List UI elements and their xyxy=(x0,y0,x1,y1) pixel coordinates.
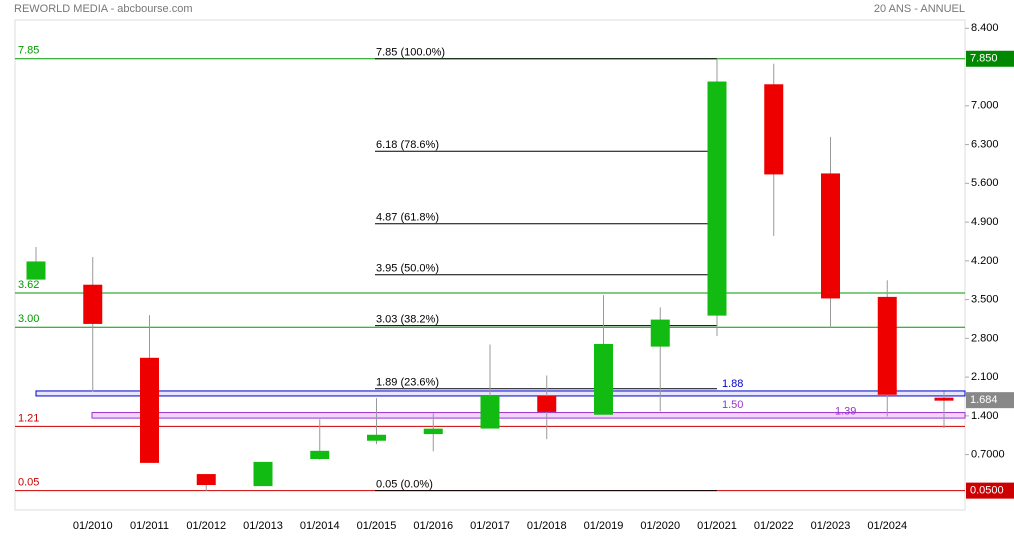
x-tick-label: 01/2010 xyxy=(73,520,113,532)
x-tick-label: 01/2015 xyxy=(357,520,397,532)
zone xyxy=(35,390,966,397)
y-tick-label: 1.400 xyxy=(971,410,999,422)
y-tick-label: 8.400 xyxy=(971,22,999,34)
fib-label: 6.18 (78.6%) xyxy=(376,139,439,151)
price-tag xyxy=(966,392,1014,409)
x-tick-label: 01/2021 xyxy=(697,520,737,532)
candle-body xyxy=(196,474,216,486)
candle-body xyxy=(83,284,103,324)
zone-label: 1.39 xyxy=(835,405,856,417)
fib-label: 4.87 (61.8%) xyxy=(376,212,439,224)
x-tick-label: 01/2024 xyxy=(867,520,907,532)
candle-body xyxy=(877,296,897,395)
candle-body xyxy=(537,395,557,412)
chart-subtitle: 20 ANS - ANNUEL xyxy=(874,3,965,15)
fib-label: 3.03 (38.2%) xyxy=(376,314,439,326)
x-tick-label: 01/2017 xyxy=(470,520,510,532)
level-label: 3.00 xyxy=(18,313,39,325)
x-tick-label: 01/2014 xyxy=(300,520,340,532)
price-tag-label: 0.0500 xyxy=(970,485,1004,497)
candle-body xyxy=(26,261,46,280)
candle-body xyxy=(764,84,784,175)
x-tick-label: 01/2020 xyxy=(640,520,680,532)
y-tick-label: 7.000 xyxy=(971,100,999,112)
y-tick-label: 4.200 xyxy=(971,255,999,267)
y-tick-label: 0.7000 xyxy=(971,449,1005,461)
fib-label: 0.05 (0.0%) xyxy=(376,479,433,491)
x-tick-label: 01/2011 xyxy=(130,520,169,532)
candle-body xyxy=(821,173,840,299)
price-tag xyxy=(966,50,1014,67)
y-tick-label: 2.800 xyxy=(971,332,999,344)
fib-label: 1.89 (23.6%) xyxy=(376,377,439,389)
x-tick-label: 01/2013 xyxy=(243,520,283,532)
level-label: 1.21 xyxy=(18,412,39,424)
x-tick-label: 01/2023 xyxy=(811,520,851,532)
y-tick-label: 3.500 xyxy=(971,294,999,306)
fib-label: 7.85 (100.0%) xyxy=(376,47,445,59)
level-label: 0.05 xyxy=(18,477,39,489)
zone xyxy=(91,412,966,419)
candle-body xyxy=(140,357,159,463)
candle-body xyxy=(480,395,500,429)
chart-title: REWORLD MEDIA - abcbourse.com xyxy=(14,3,193,15)
fib-label: 3.95 (50.0%) xyxy=(376,263,439,275)
candle-body xyxy=(934,397,954,401)
x-tick-label: 01/2016 xyxy=(413,520,453,532)
candle-body xyxy=(310,450,330,460)
candle-body xyxy=(707,81,727,316)
price-tag xyxy=(966,482,1014,499)
candle-body xyxy=(253,461,273,487)
candle-body xyxy=(594,343,613,415)
y-tick-label: 2.100 xyxy=(971,371,999,383)
x-tick-label: 01/2018 xyxy=(527,520,567,532)
price-tag-label: 7.850 xyxy=(970,53,998,65)
candle-body xyxy=(423,428,443,435)
zone-label: 1.50 xyxy=(722,399,743,411)
x-tick-label: 01/2022 xyxy=(754,520,794,532)
plot-frame xyxy=(14,19,966,511)
x-tick-label: 01/2012 xyxy=(186,520,226,532)
x-tick-label: 01/2019 xyxy=(584,520,624,532)
level-label: 3.62 xyxy=(18,279,39,291)
y-tick-label: 5.600 xyxy=(971,177,999,189)
candle-body xyxy=(650,319,670,347)
y-tick-label: 6.300 xyxy=(971,138,999,150)
candle-body xyxy=(367,434,386,441)
zone-label: 1.88 xyxy=(722,378,743,390)
price-tag-label: 1.684 xyxy=(970,394,998,406)
y-tick-label: 4.900 xyxy=(971,216,999,228)
level-label: 7.85 xyxy=(18,45,39,57)
